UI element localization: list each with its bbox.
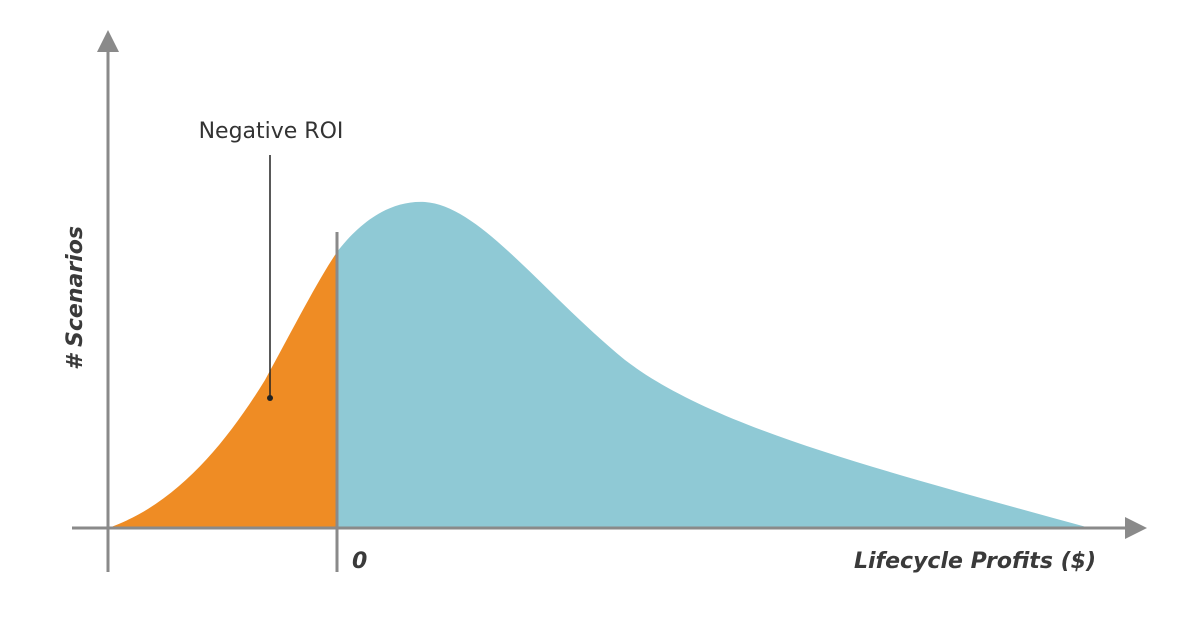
x-axis-label: Lifecycle Profits ($) [854,549,1096,574]
y-axis-label: # Scenarios [63,226,88,370]
annotation-dot [267,395,273,401]
negative-area [108,252,337,528]
zero-label: 0 [352,549,367,574]
x-axis-arrow [1125,517,1147,539]
positive-area [337,201,1090,528]
annotation: Negative ROI [199,119,344,144]
y-axis-arrow [97,30,119,52]
